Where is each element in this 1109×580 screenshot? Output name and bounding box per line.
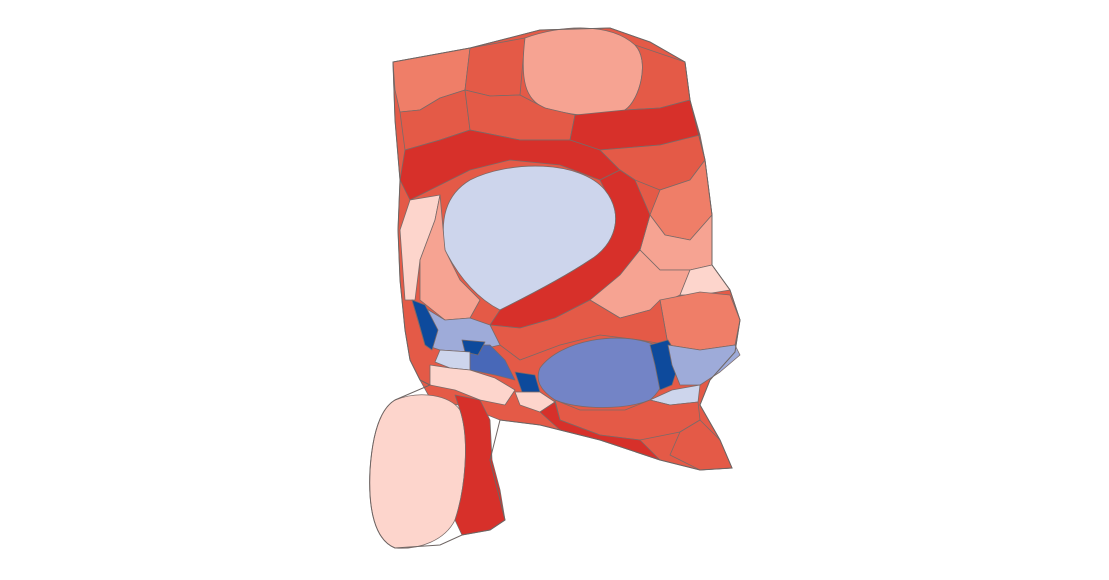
region-lower-mid-red <box>489 299 669 361</box>
coastline <box>369 27 741 549</box>
region-east-medium <box>659 291 741 351</box>
region-north-big <box>522 27 643 117</box>
region-strong-blue-1 <box>411 299 439 351</box>
region-medium-blue-large <box>537 337 666 408</box>
region-east-light-blue <box>667 344 741 386</box>
region-sw-strong-red <box>454 394 506 536</box>
region-sw-pale-big <box>369 394 466 549</box>
region-strong-blue-2 <box>461 339 486 356</box>
region-east-pale <box>679 264 731 296</box>
region-south-pale-1 <box>429 364 516 406</box>
